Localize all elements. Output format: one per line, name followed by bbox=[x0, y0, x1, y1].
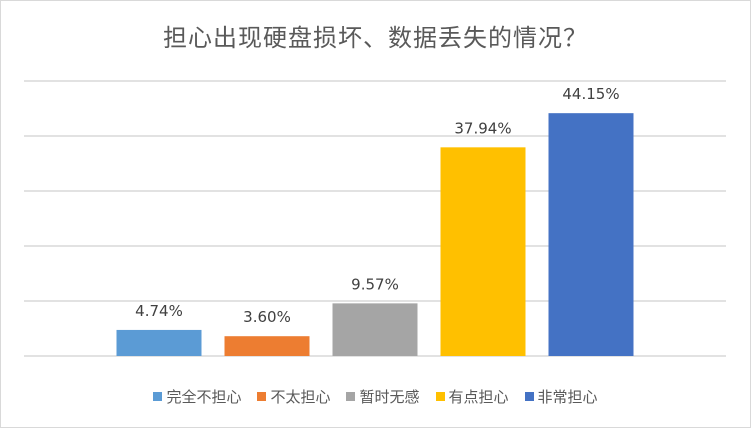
chart-title: 担心出现硬盘损坏、数据丢失的情况？ bbox=[163, 24, 588, 52]
bar-2 bbox=[224, 336, 310, 356]
legend-item: 有点担心 bbox=[435, 386, 509, 407]
legend-label: 非常担心 bbox=[537, 388, 598, 406]
data-label: 3.60% bbox=[243, 308, 291, 326]
legend-item: 完全不担心 bbox=[153, 386, 241, 407]
bar-5 bbox=[548, 113, 634, 356]
legend-swatch bbox=[435, 392, 445, 401]
legend-item: 不太担心 bbox=[257, 386, 330, 407]
legend-label: 有点担心 bbox=[448, 388, 509, 406]
data-label: 44.15% bbox=[562, 85, 619, 103]
legend-label: 完全不担心 bbox=[166, 388, 242, 406]
legend-swatch bbox=[524, 392, 534, 401]
legend: 完全不担心 不太担心 暂时无感 有点担心 非常担心 bbox=[0, 386, 751, 407]
legend-swatch bbox=[257, 392, 267, 401]
bar-3 bbox=[332, 303, 418, 356]
bar-1 bbox=[116, 329, 202, 356]
legend-swatch bbox=[153, 392, 163, 401]
legend-label: 不太担心 bbox=[270, 388, 331, 406]
data-label: 37.94% bbox=[454, 119, 511, 137]
legend-item: 暂时无感 bbox=[346, 386, 420, 407]
bar-4 bbox=[440, 147, 526, 356]
legend-item: 非常担心 bbox=[524, 386, 598, 407]
legend-swatch bbox=[346, 392, 356, 401]
data-label: 4.74% bbox=[135, 302, 183, 320]
data-label: 9.57% bbox=[351, 275, 399, 293]
legend-label: 暂时无感 bbox=[359, 388, 420, 406]
